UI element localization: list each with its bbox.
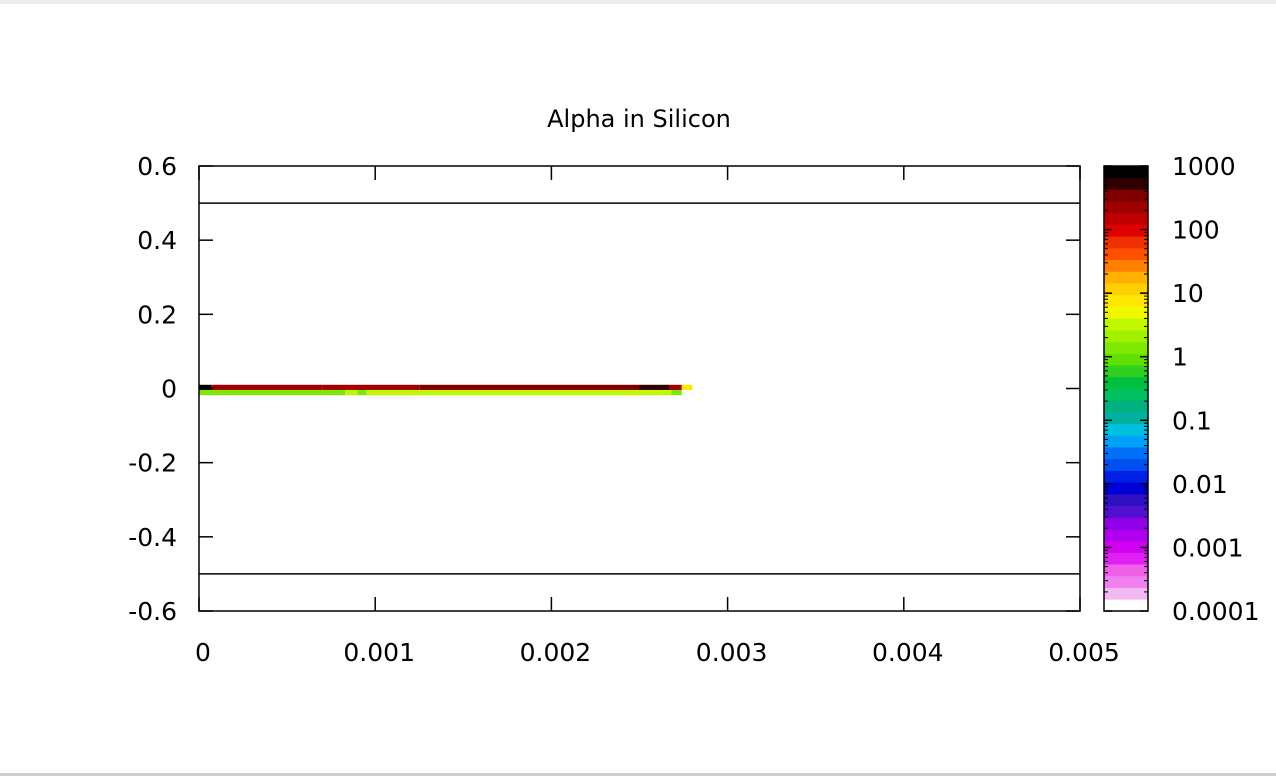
colorbar-tick-label-7: 0.0001 bbox=[1172, 597, 1259, 626]
colorbar-band-29 bbox=[1104, 259, 1148, 272]
colorbar-band-11 bbox=[1104, 470, 1148, 483]
colorbar-band-15 bbox=[1104, 423, 1148, 436]
y-tick-label-3: 0 bbox=[161, 375, 177, 404]
colorbar-band-6 bbox=[1104, 529, 1148, 542]
x-tick-label-5: 0.005 bbox=[1048, 638, 1120, 667]
colorbar-band-8 bbox=[1104, 505, 1148, 518]
colorbar-band-5 bbox=[1104, 540, 1148, 553]
heatmap-cell-1 bbox=[211, 384, 323, 390]
colorbar-band-23 bbox=[1104, 329, 1148, 343]
heatmap-cell-5 bbox=[669, 384, 682, 390]
heatmap-cell-10 bbox=[366, 389, 672, 396]
colorbar-band-12 bbox=[1104, 458, 1148, 471]
colorbar-band-21 bbox=[1104, 353, 1148, 366]
colorbar-band-28 bbox=[1104, 271, 1148, 284]
colorbar-tick-label-1: 100 bbox=[1172, 216, 1220, 245]
x-tick-label-4: 0.004 bbox=[872, 638, 944, 667]
heatmap-cell-6 bbox=[681, 384, 693, 390]
colorbar-band-10 bbox=[1104, 482, 1148, 495]
colorbar-tick-label-3: 1 bbox=[1172, 343, 1188, 372]
colorbar-band-1 bbox=[1104, 587, 1148, 600]
colorbar-band-30 bbox=[1104, 247, 1148, 261]
heatmap-cells bbox=[199, 384, 693, 396]
colorbar-band-22 bbox=[1104, 341, 1148, 354]
colorbar-band-32 bbox=[1104, 224, 1148, 237]
colorbar-band-2 bbox=[1104, 575, 1148, 588]
y-tick-label-6: -0.6 bbox=[128, 597, 177, 626]
colorbar-band-25 bbox=[1104, 306, 1148, 319]
colorbar-band-24 bbox=[1104, 318, 1148, 331]
colorbar-tick-label-0: 1000 bbox=[1172, 152, 1236, 181]
y-tick-label-0: 0.6 bbox=[137, 152, 177, 181]
colorbar-band-20 bbox=[1104, 365, 1148, 378]
colorbar-tick-label-2: 10 bbox=[1172, 279, 1204, 308]
chart-title: Alpha in Silicon bbox=[547, 105, 731, 133]
colorbar: 1000 100 10 1 0.1 0.01 0.001 0.0001 bbox=[1103, 152, 1259, 626]
heatmap-cell-11 bbox=[671, 389, 682, 396]
heatmap-cell-7 bbox=[199, 389, 346, 396]
y-tick-label-4: -0.2 bbox=[128, 449, 177, 478]
colorbar-frame bbox=[1103, 165, 1149, 612]
colorbar-band-37 bbox=[1104, 166, 1148, 179]
colorbar-band-34 bbox=[1104, 201, 1148, 214]
colorbar-tick-label-6: 0.001 bbox=[1172, 533, 1244, 562]
colorbar-band-26 bbox=[1104, 294, 1148, 307]
y-tick-label-5: -0.4 bbox=[128, 523, 177, 552]
x-tick-label-0: 0 bbox=[195, 638, 211, 667]
colorbar-tick-label-4: 0.1 bbox=[1172, 406, 1212, 435]
colorbar-band-31 bbox=[1104, 236, 1148, 249]
colorbar-band-16 bbox=[1104, 411, 1148, 425]
x-tick-label-2: 0.002 bbox=[520, 638, 592, 667]
colorbar-band-36 bbox=[1104, 177, 1148, 190]
colorbar-band-4 bbox=[1104, 552, 1148, 565]
heatmap-cell-9 bbox=[357, 389, 367, 396]
colorbar-band-35 bbox=[1104, 189, 1148, 202]
window-bottom-strip bbox=[0, 773, 1276, 776]
colorbar-band-9 bbox=[1104, 493, 1148, 506]
colorbar-band-19 bbox=[1104, 376, 1148, 389]
x-tick-label-3: 0.003 bbox=[696, 638, 768, 667]
colorbar-band-7 bbox=[1104, 517, 1148, 530]
window-top-strip bbox=[0, 0, 1276, 4]
y-tick-label-2: 0.2 bbox=[137, 300, 177, 329]
colorbar-band-3 bbox=[1104, 564, 1148, 577]
colorbar-band-33 bbox=[1104, 212, 1148, 225]
heatmap-cell-0 bbox=[199, 384, 212, 390]
colorbar-band-17 bbox=[1104, 400, 1148, 413]
colorbar-band-14 bbox=[1104, 435, 1148, 448]
heatmap-cell-4 bbox=[639, 384, 670, 390]
colorbar-band-18 bbox=[1104, 388, 1148, 401]
colorbar-band-13 bbox=[1104, 447, 1148, 460]
colorbar-tick-label-5: 0.01 bbox=[1172, 470, 1228, 499]
colorbar-band-27 bbox=[1104, 283, 1148, 296]
heatmap-cell-8 bbox=[345, 389, 358, 396]
heatmap-cell-2 bbox=[322, 384, 420, 390]
plot-axes: 0 0.001 0.002 0.003 0.004 0.005 0.6 0.4 0.2 0 -0.2… bbox=[128, 152, 1120, 667]
y-tick-label-1: 0.4 bbox=[137, 226, 177, 255]
colorbar-band-0 bbox=[1104, 599, 1148, 612]
x-tick-label-1: 0.001 bbox=[343, 638, 415, 667]
heatmap-cell-3 bbox=[419, 384, 640, 390]
